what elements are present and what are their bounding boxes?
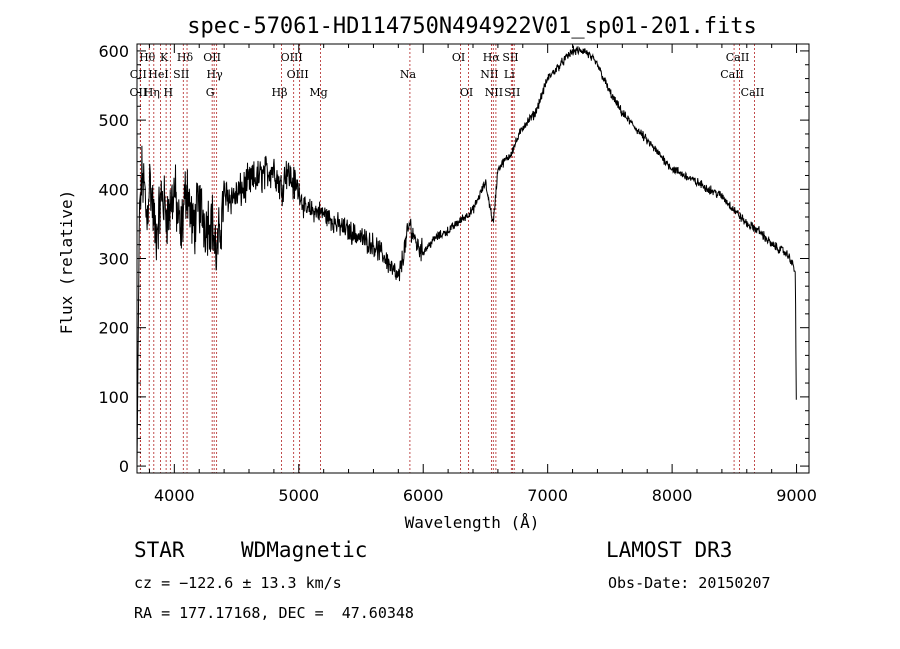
line-label: SII — [173, 68, 189, 81]
line-label: Na — [400, 68, 417, 81]
line-label: NII — [485, 86, 503, 99]
line-label: SII — [504, 86, 520, 99]
line-label: OIII — [287, 68, 309, 81]
line-label: Hη — [144, 86, 160, 99]
line-label: G — [206, 86, 215, 99]
plot-frame — [136, 43, 810, 474]
y-tick-label: 200 — [98, 319, 129, 338]
line-label: H — [164, 86, 174, 99]
line-label: OI — [460, 86, 473, 99]
axis-ticks: 4000 5000 6000 7000 8000 9000 0 100 200 300 400 500… — [98, 42, 816, 505]
line-label: Li — [504, 68, 515, 81]
line-label: OIII — [281, 51, 303, 64]
x-tick-label: 5000 — [278, 486, 319, 505]
line-label: HeI — [148, 68, 168, 81]
spectrum-chart: spec-57061-HD114750N494922V01_sp01-201.f… — [57, 14, 817, 532]
line-label: Hδ — [177, 51, 194, 64]
line-label: SII — [502, 51, 518, 64]
y-tick-label: 400 — [98, 180, 129, 199]
object-subclass: WDMagnetic — [241, 538, 368, 562]
observation-date: Obs-Date: 20150207 — [608, 574, 771, 592]
x-tick-label: 6000 — [403, 486, 444, 505]
chart-title: spec-57061-HD114750N494922V01_sp01-201.f… — [187, 14, 757, 39]
y-tick-label: 300 — [98, 250, 129, 269]
survey-name: LAMOST DR3 — [606, 538, 733, 562]
line-label: CaII — [726, 51, 750, 64]
spectrum-series — [136, 45, 797, 467]
x-tick-label: 8000 — [652, 486, 693, 505]
line-label: CaII — [720, 68, 744, 81]
x-tick-label: 9000 — [776, 486, 817, 505]
x-tick-label: 7000 — [527, 486, 568, 505]
y-tick-label: 600 — [98, 42, 129, 61]
line-label: Hθ — [139, 51, 156, 64]
x-axis-label: Wavelength (Å) — [405, 513, 540, 532]
y-tick-label: 100 — [98, 388, 129, 407]
line-label: OI — [452, 51, 465, 64]
line-label: Hγ — [207, 68, 224, 81]
redshift-cz: cz = −122.6 ± 13.3 km/s — [134, 574, 342, 592]
line-label: K — [160, 51, 169, 64]
line-label: Hβ — [272, 86, 288, 99]
line-label: NII — [480, 68, 498, 81]
spectrum-line — [136, 45, 797, 467]
ra-dec-coordinates: RA = 177.17168, DEC = 47.60348 — [134, 604, 414, 622]
y-axis-label: Flux (relative) — [57, 190, 76, 335]
y-tick-label: 0 — [119, 457, 129, 476]
object-type: STAR — [134, 538, 185, 562]
y-tick-label: 500 — [98, 111, 129, 130]
line-label: Mg — [309, 86, 327, 99]
line-label: CII — [130, 68, 147, 81]
x-tick-label: 4000 — [154, 486, 195, 505]
line-label: CaII — [741, 86, 765, 99]
